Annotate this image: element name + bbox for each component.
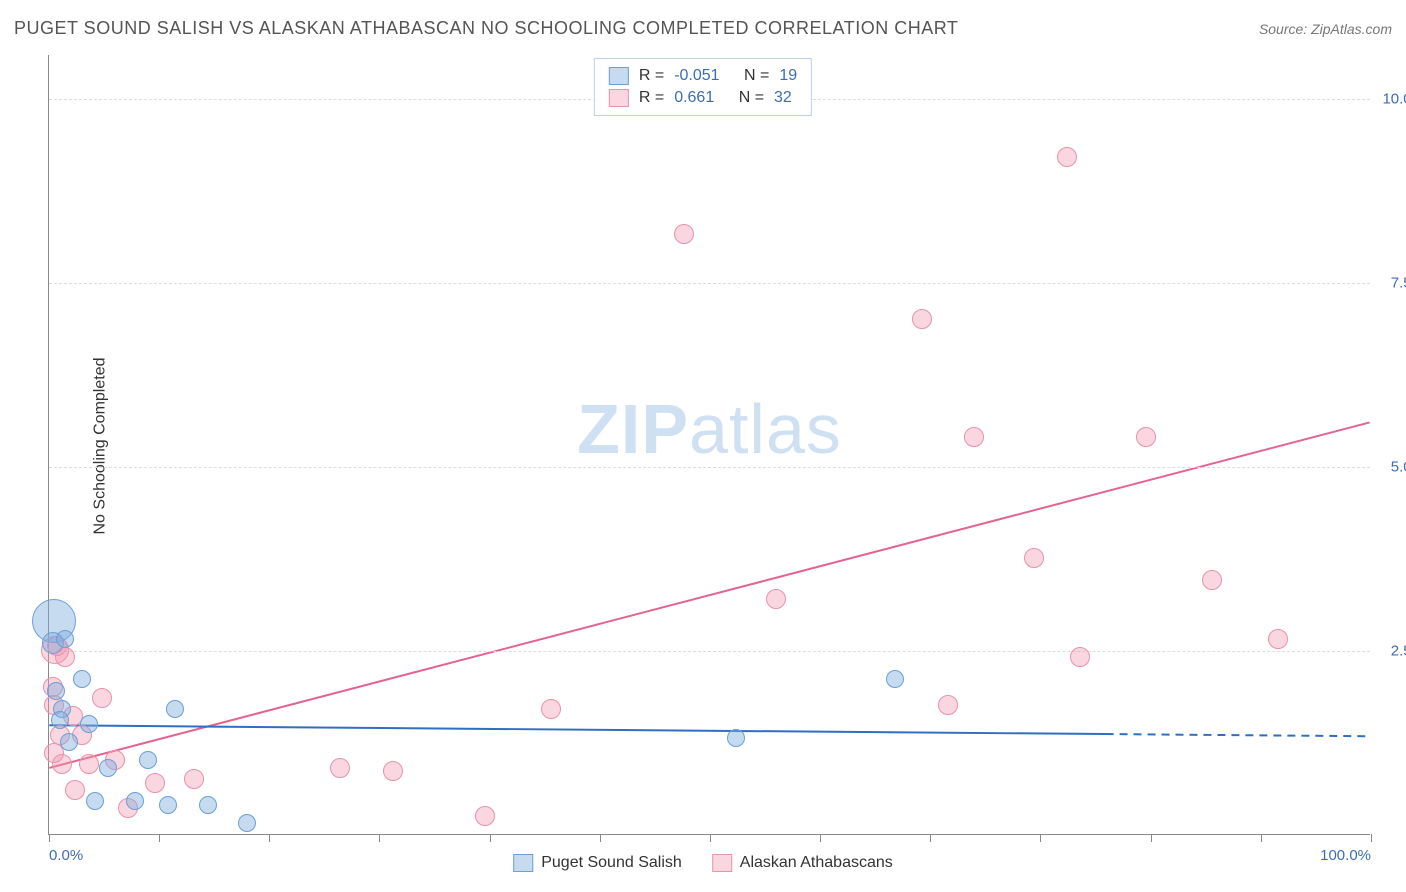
legend-label-pink: Alaskan Athabascans: [740, 854, 893, 872]
scatter-point-blue: [238, 814, 256, 832]
plot-area: ZIPatlas 2.5%5.0%7.5%10.0%0.0%100.0%: [48, 55, 1370, 835]
scatter-point-blue: [126, 792, 144, 810]
x-tick: [1151, 834, 1152, 842]
x-tick: [490, 834, 491, 842]
legend-stats-row-pink: R = 0.661 N = 32: [609, 87, 797, 109]
y-tick-label: 7.5%: [1391, 275, 1406, 292]
scatter-point-blue: [886, 670, 904, 688]
scatter-point-pink: [475, 806, 495, 826]
scatter-point-pink: [1024, 548, 1044, 568]
chart-title: PUGET SOUND SALISH VS ALASKAN ATHABASCAN…: [14, 18, 958, 39]
scatter-point-blue: [727, 729, 745, 747]
scatter-point-pink: [145, 773, 165, 793]
swatch-pink: [712, 854, 732, 872]
watermark-atlas: atlas: [689, 390, 842, 468]
x-tick: [600, 834, 601, 842]
r-value-pink: 0.661: [674, 87, 714, 109]
scatter-point-pink: [65, 780, 85, 800]
scatter-point-blue: [99, 759, 117, 777]
n-value-blue: 19: [779, 65, 797, 87]
scatter-point-pink: [1136, 427, 1156, 447]
x-tick-label: 0.0%: [49, 847, 83, 864]
watermark: ZIPatlas: [577, 389, 842, 469]
scatter-point-pink: [184, 769, 204, 789]
source-attribution: Source: ZipAtlas.com: [1259, 21, 1392, 37]
legend-stats-row-blue: R = -0.051 N = 19: [609, 65, 797, 87]
legend-stats-box: R = -0.051 N = 19 R = 0.661 N = 32: [594, 58, 812, 116]
legend-label-blue: Puget Sound Salish: [541, 854, 682, 872]
legend-item-pink: Alaskan Athabascans: [712, 854, 893, 872]
scatter-point-blue: [60, 733, 78, 751]
n-value-pink: 32: [774, 87, 792, 109]
x-tick: [820, 834, 821, 842]
gridline: [49, 651, 1370, 652]
watermark-zip: ZIP: [577, 390, 689, 468]
scatter-point-pink: [541, 699, 561, 719]
r-label: R =: [639, 65, 664, 87]
legend-item-blue: Puget Sound Salish: [513, 854, 682, 872]
y-tick-label: 2.5%: [1391, 643, 1406, 660]
scatter-point-pink: [1268, 629, 1288, 649]
x-tick: [1040, 834, 1041, 842]
scatter-point-blue: [139, 751, 157, 769]
x-tick: [49, 834, 50, 842]
x-tick: [269, 834, 270, 842]
scatter-point-pink: [766, 589, 786, 609]
x-tick: [159, 834, 160, 842]
x-tick: [930, 834, 931, 842]
scatter-point-pink: [1070, 647, 1090, 667]
gridline: [49, 467, 1370, 468]
x-tick: [1371, 834, 1372, 842]
scatter-point-pink: [674, 224, 694, 244]
scatter-point-blue: [73, 670, 91, 688]
scatter-point-pink: [79, 754, 99, 774]
scatter-point-blue: [86, 792, 104, 810]
swatch-pink: [609, 89, 629, 107]
scatter-point-blue: [80, 715, 98, 733]
chart-header: PUGET SOUND SALISH VS ALASKAN ATHABASCAN…: [14, 18, 1392, 39]
scatter-point-blue: [56, 630, 74, 648]
x-tick-label: 100.0%: [1320, 847, 1371, 864]
swatch-blue: [609, 67, 629, 85]
scatter-point-pink: [1057, 147, 1077, 167]
scatter-point-pink: [92, 688, 112, 708]
scatter-point-pink: [383, 761, 403, 781]
scatter-point-blue: [166, 700, 184, 718]
legend-series: Puget Sound Salish Alaskan Athabascans: [513, 854, 893, 872]
scatter-point-pink: [964, 427, 984, 447]
scatter-point-blue: [51, 711, 69, 729]
gridline: [49, 283, 1370, 284]
scatter-point-pink: [938, 695, 958, 715]
scatter-point-blue: [47, 682, 65, 700]
x-tick: [379, 834, 380, 842]
y-tick-label: 10.0%: [1382, 91, 1406, 108]
scatter-point-blue: [199, 796, 217, 814]
x-tick: [1261, 834, 1262, 842]
scatter-point-pink: [330, 758, 350, 778]
scatter-point-pink: [912, 309, 932, 329]
n-label: N =: [739, 87, 764, 109]
r-value-blue: -0.051: [674, 65, 719, 87]
scatter-point-blue: [159, 796, 177, 814]
trend-lines-svg: [49, 55, 1370, 834]
y-tick-label: 5.0%: [1391, 459, 1406, 476]
r-label: R =: [639, 87, 664, 109]
swatch-blue: [513, 854, 533, 872]
n-label: N =: [744, 65, 769, 87]
x-tick: [710, 834, 711, 842]
scatter-point-pink: [1202, 570, 1222, 590]
